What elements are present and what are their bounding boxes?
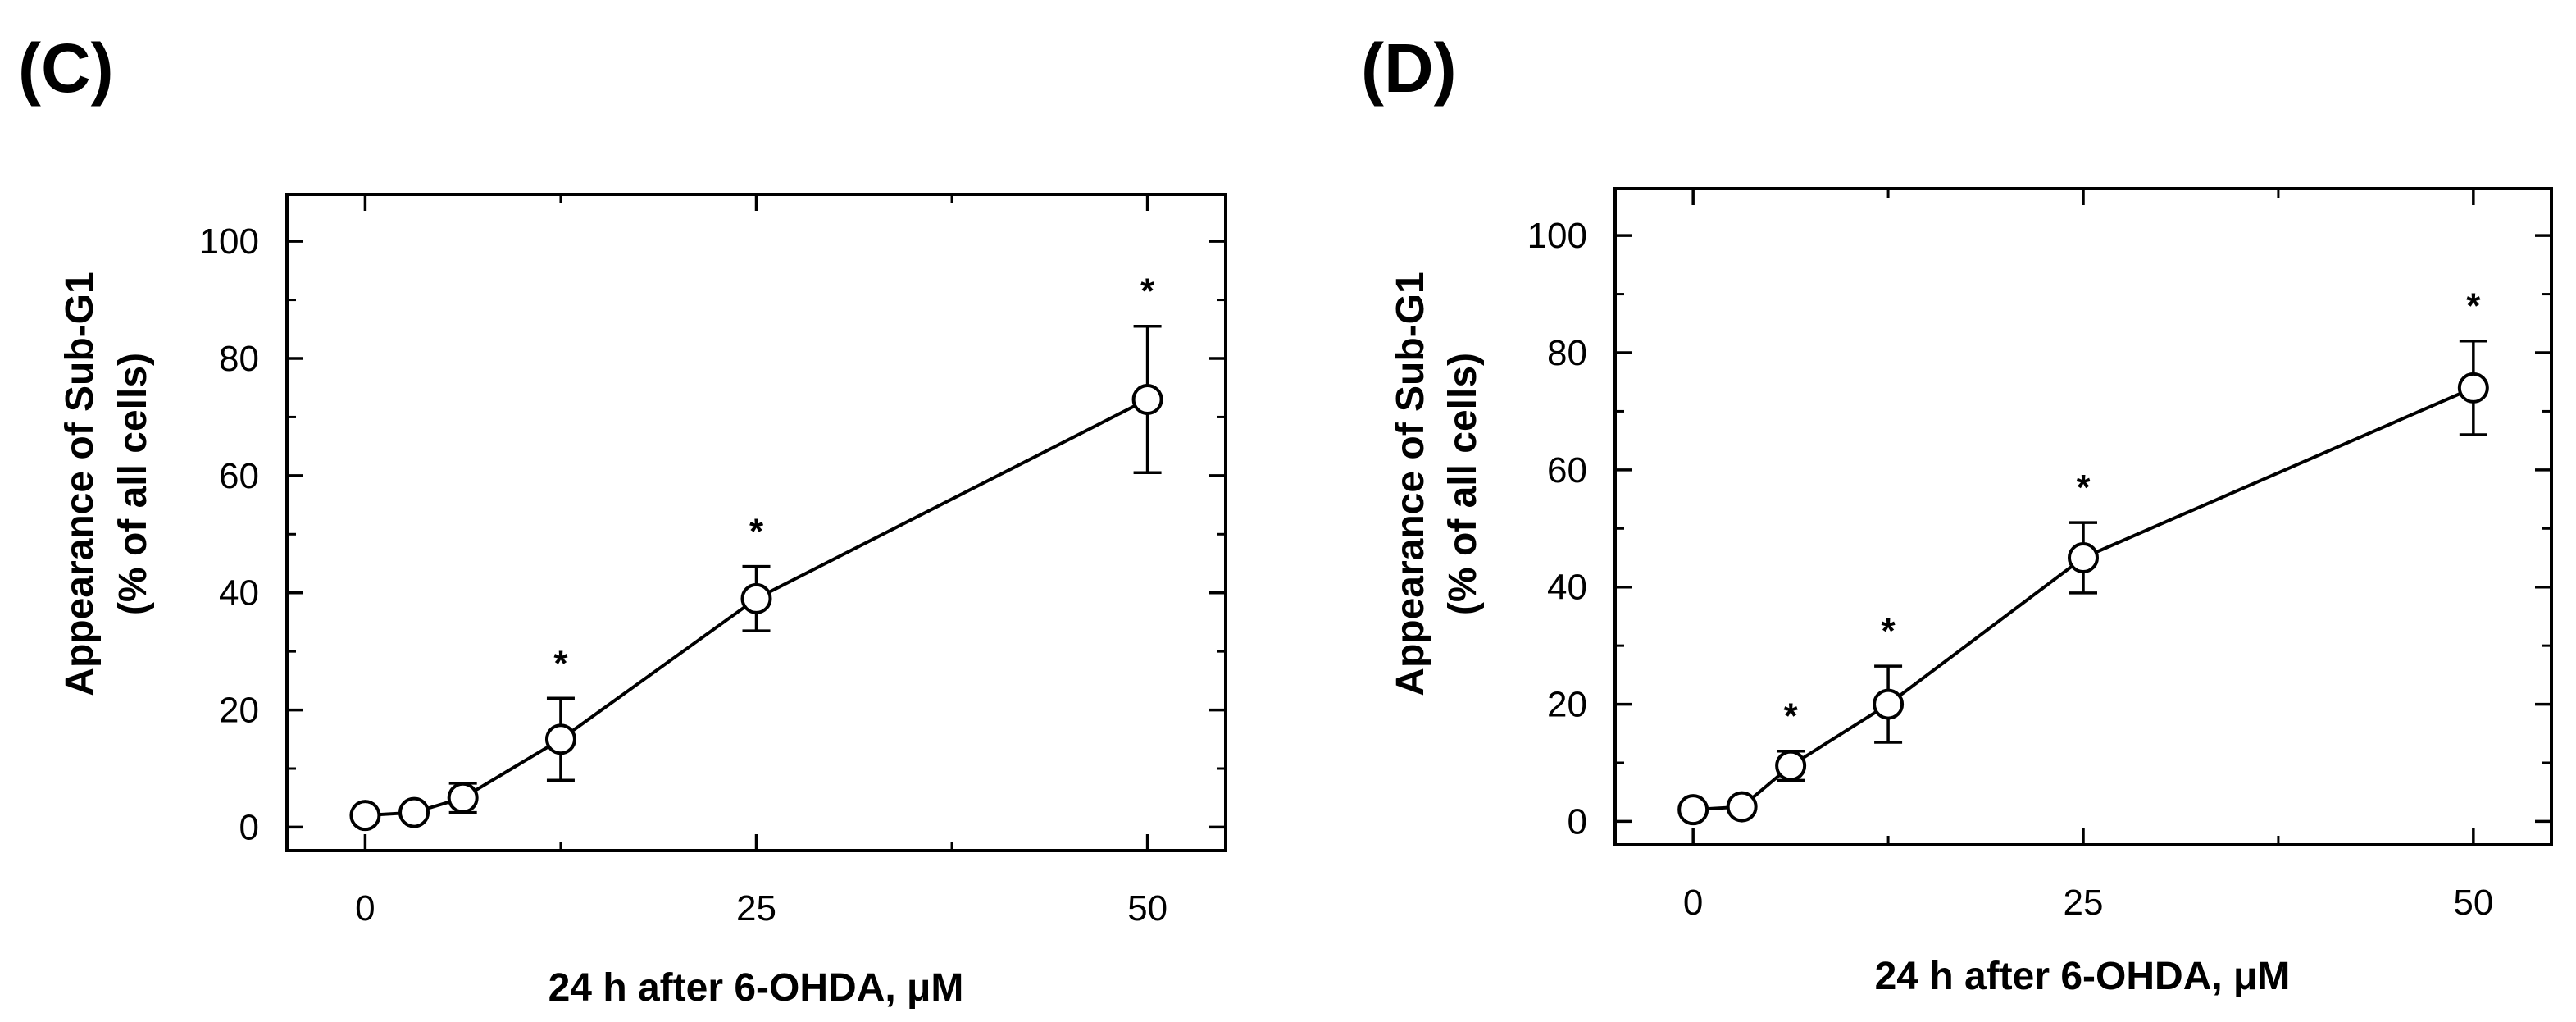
y-tick-label: 20: [219, 691, 259, 731]
x-tick-label: 50: [2453, 883, 2493, 923]
data-point: [349, 800, 381, 832]
x-tick-label: 25: [2064, 883, 2104, 923]
panel-label: (C): [18, 30, 114, 107]
panel-label: (D): [1361, 30, 1457, 107]
data-point: [2457, 372, 2489, 404]
data-point: [1775, 750, 1807, 782]
data-point: [1677, 794, 1709, 826]
y-tick-label: 40: [1547, 568, 1587, 608]
x-axis-title: 24 h after 6-OHDA, μM: [548, 966, 964, 1010]
y-axis-title-units: (% of all cells): [1441, 353, 1485, 615]
data-point: [740, 582, 772, 614]
significance-marker: *: [749, 512, 764, 552]
data-point: [447, 782, 479, 814]
chart-panel-0: (C) 0 20 40 60 80 100 0 25 50 24 h after 6-OHDA, μ…: [18, 30, 1227, 1010]
data-point: [544, 723, 576, 755]
significance-marker: *: [1140, 271, 1155, 312]
significance-marker: *: [1882, 611, 1896, 651]
significance-marker: *: [2076, 468, 2091, 508]
data-point: [1131, 384, 1163, 415]
x-tick-label: 0: [355, 888, 375, 928]
y-tick-label: 80: [1547, 333, 1587, 373]
y-tick-label: 100: [199, 221, 259, 262]
y-tick-label: 0: [1568, 801, 1587, 842]
x-tick-label: 50: [1127, 888, 1167, 928]
data-point: [1873, 688, 1905, 720]
significance-marker: *: [2466, 286, 2481, 326]
y-axis-title: Appearance of Sub-G1: [1389, 271, 1432, 696]
y-axis-title-units: (% of all cells): [112, 353, 155, 615]
data-point: [398, 796, 430, 828]
chart-panel-1: (D) 0 20 40 60 80 100 0 25 50 24 h after 6-OHDA, μ…: [1361, 30, 2553, 998]
significance-marker: *: [553, 643, 568, 683]
x-tick-label: 25: [736, 888, 776, 928]
plot-frame: [1613, 187, 2553, 846]
y-axis-title: Appearance of Sub-G1: [58, 271, 102, 696]
y-tick-label: 20: [1547, 685, 1587, 725]
y-tick-label: 60: [1547, 450, 1587, 490]
y-tick-label: 100: [1527, 216, 1587, 256]
y-tick-label: 80: [219, 339, 259, 379]
y-tick-label: 40: [219, 573, 259, 614]
series-line: [1693, 386, 2474, 812]
y-tick-label: 0: [239, 807, 259, 847]
data-point: [1726, 791, 1758, 823]
x-axis-title: 24 h after 6-OHDA, μM: [1875, 955, 2291, 998]
x-tick-label: 0: [1683, 883, 1703, 923]
significance-marker: *: [1784, 696, 1799, 737]
data-point: [2068, 542, 2099, 573]
y-tick-label: 60: [219, 456, 259, 496]
